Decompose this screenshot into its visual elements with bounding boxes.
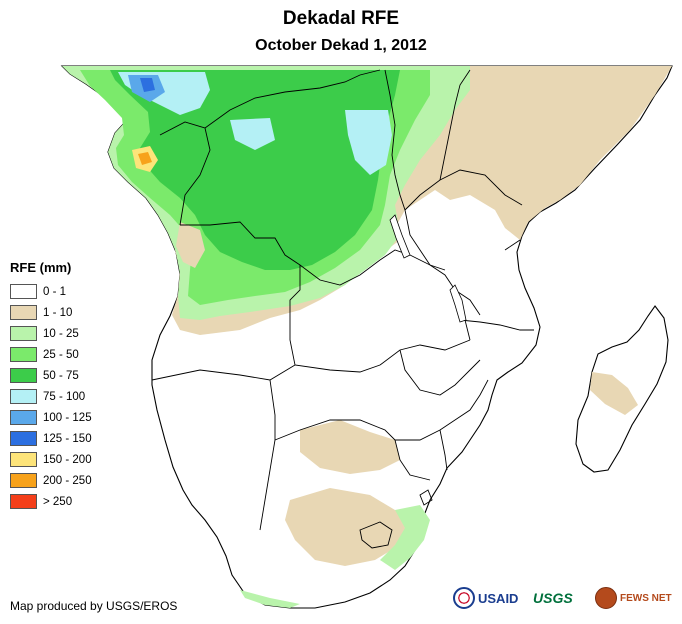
- legend-swatch: [10, 494, 37, 509]
- zone-10-25-cape: [240, 590, 300, 608]
- legend-label: 75 - 100: [43, 390, 86, 403]
- zone-1-10-south-a: [300, 420, 400, 474]
- fews-net-emblem-icon: [595, 587, 617, 609]
- usgs-logo: USGS: [533, 583, 573, 613]
- usgs-logo-text: USGS: [533, 590, 573, 606]
- legend-label: 10 - 25: [43, 327, 79, 340]
- legend-item: 1 - 10: [10, 302, 92, 323]
- legend-item: 125 - 150: [10, 428, 92, 449]
- legend-item: 50 - 75: [10, 365, 92, 386]
- legend-label: 25 - 50: [43, 348, 79, 361]
- usaid-seal-icon: [453, 587, 475, 609]
- legend-label: 1 - 10: [43, 306, 73, 319]
- zone-75-100-c: [230, 118, 275, 150]
- legend-label: 50 - 75: [43, 369, 79, 382]
- legend-item: 0 - 1: [10, 281, 92, 302]
- legend-item: 10 - 25: [10, 323, 92, 344]
- legend-label: > 250: [43, 495, 73, 508]
- legend-label: 200 - 250: [43, 474, 92, 487]
- zone-125-150: [140, 78, 155, 92]
- legend-label: 125 - 150: [43, 432, 92, 445]
- legend-item: 150 - 200: [10, 449, 92, 470]
- partner-logos: USAID USGS FEWS NET: [453, 583, 675, 613]
- legend-swatch: [10, 410, 37, 425]
- legend-swatch: [10, 389, 37, 404]
- legend: RFE (mm) 0 - 1 1 - 10 10 - 25 25 - 50 50 - 7…: [10, 260, 92, 512]
- zone-200-250: [138, 152, 152, 165]
- legend-item: 75 - 100: [10, 386, 92, 407]
- legend-rows: 0 - 1 1 - 10 10 - 25 25 - 50 50 - 75 75 - 100…: [10, 281, 92, 512]
- lakes: [389, 214, 467, 323]
- legend-item: 200 - 250: [10, 470, 92, 491]
- legend-title: RFE (mm): [10, 260, 72, 275]
- zone-10-25-south: [380, 505, 430, 570]
- rainfall-zones: [62, 66, 672, 608]
- legend-swatch: [10, 473, 37, 488]
- legend-swatch: [10, 305, 37, 320]
- map-title: Dekadal RFE: [282, 8, 400, 29]
- zone-75-100-b: [345, 110, 392, 175]
- zone-50-75: [110, 70, 400, 270]
- legend-swatch: [10, 431, 37, 446]
- legend-item: 25 - 50: [10, 344, 92, 365]
- legend-swatch: [10, 452, 37, 467]
- legend-item: 100 - 125: [10, 407, 92, 428]
- zone-1-10-madagascar: [590, 372, 638, 415]
- legend-label: 100 - 125: [43, 411, 92, 424]
- map-subtitle: October Dekad 1, 2012: [255, 37, 427, 54]
- legend-swatch: [10, 326, 37, 341]
- legend-label: 0 - 1: [43, 285, 67, 298]
- credit-text: Map produced by USGS/EROS: [10, 599, 178, 613]
- usaid-logo: USAID: [453, 583, 518, 613]
- fews-net-logo-text: FEWS NET: [620, 592, 672, 604]
- legend-label: 150 - 200: [43, 453, 92, 466]
- legend-item: > 250: [10, 491, 92, 512]
- legend-swatch: [10, 368, 37, 383]
- fews-net-logo: FEWS NET: [595, 583, 672, 613]
- legend-swatch: [10, 284, 37, 299]
- legend-swatch: [10, 347, 37, 362]
- zone-1-10-angola-coast: [176, 222, 205, 268]
- usaid-logo-text: USAID: [478, 590, 519, 606]
